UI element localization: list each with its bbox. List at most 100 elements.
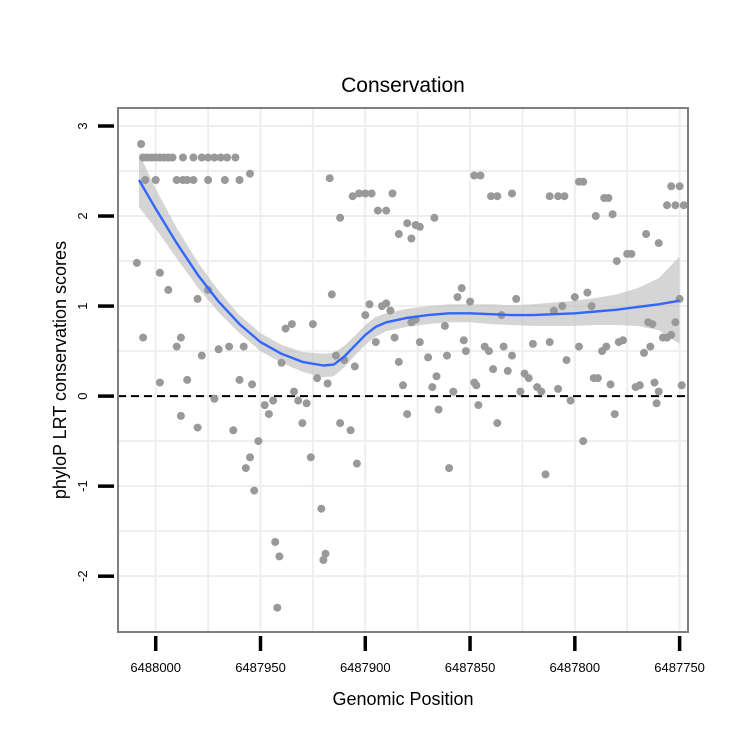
data-point	[197, 153, 206, 162]
data-point	[591, 212, 600, 220]
data-point	[350, 362, 359, 371]
data-point	[432, 372, 441, 381]
data-point	[560, 192, 569, 201]
data-point	[640, 348, 648, 357]
data-point	[503, 366, 512, 375]
data-point	[235, 375, 244, 384]
data-point	[216, 153, 225, 162]
data-point	[604, 194, 613, 202]
data-point	[667, 182, 676, 191]
data-point	[290, 387, 298, 396]
data-point	[260, 401, 269, 410]
data-point	[204, 176, 213, 184]
data-point	[399, 381, 407, 390]
data-point	[388, 189, 397, 198]
y-axis-title: phyloP LRT conservation scores	[50, 241, 70, 499]
data-point	[537, 387, 546, 396]
data-point	[336, 419, 345, 428]
data-point	[321, 549, 330, 558]
data-point	[155, 378, 164, 387]
data-point	[663, 201, 671, 210]
data-point	[246, 453, 254, 462]
data-point	[183, 176, 192, 184]
data-point	[487, 192, 495, 201]
data-point	[352, 459, 361, 468]
y-tick-label: 1	[75, 302, 90, 309]
data-point	[566, 396, 575, 405]
data-point	[652, 399, 661, 408]
data-point	[549, 306, 558, 315]
data-point	[461, 347, 470, 356]
data-point	[193, 294, 202, 303]
x-tick-label: 6487900	[340, 660, 391, 675]
data-point	[210, 153, 219, 162]
data-point	[287, 320, 296, 329]
data-point	[493, 419, 502, 428]
data-point	[390, 333, 399, 342]
data-point	[474, 401, 483, 410]
data-point	[562, 356, 571, 365]
x-tick-label: 6487750	[654, 660, 705, 675]
data-point	[593, 374, 602, 383]
data-point	[558, 302, 567, 311]
data-point	[612, 257, 621, 266]
data-point	[606, 380, 615, 389]
data-point	[132, 258, 141, 267]
data-point	[254, 437, 263, 446]
data-point	[394, 230, 403, 238]
data-point	[269, 396, 278, 405]
data-point	[241, 464, 250, 473]
data-point	[246, 169, 254, 178]
data-point	[336, 213, 345, 222]
data-point	[382, 299, 391, 308]
y-tick-label: 0	[75, 392, 90, 399]
data-point	[355, 189, 363, 198]
data-point	[155, 268, 164, 277]
data-point	[327, 290, 336, 299]
data-point	[231, 153, 240, 162]
data-point	[610, 410, 619, 419]
data-point	[294, 396, 303, 405]
data-point	[382, 206, 391, 215]
data-point	[545, 338, 554, 347]
axes: -2 -1 0 1 2 3 6488000 6487950 6487900 6487850 6487…	[75, 122, 705, 675]
data-point	[183, 375, 192, 384]
data-point	[635, 381, 644, 390]
data-point	[541, 470, 550, 479]
data-point	[489, 365, 498, 374]
data-point	[172, 342, 181, 351]
data-point	[459, 336, 468, 345]
data-point	[646, 342, 655, 351]
data-point	[137, 140, 146, 148]
data-point	[193, 423, 202, 432]
data-point	[348, 192, 357, 201]
data-point	[394, 357, 403, 366]
data-point	[619, 336, 627, 345]
data-point	[264, 410, 273, 419]
data-point	[508, 351, 516, 360]
data-point	[386, 306, 395, 315]
x-axis-title: Genomic Position	[332, 689, 473, 709]
data-point	[675, 182, 684, 191]
data-point	[470, 171, 479, 180]
data-point	[239, 342, 248, 351]
x-tick-label: 6487950	[235, 660, 286, 675]
data-point	[229, 426, 238, 435]
data-point	[331, 351, 340, 360]
data-point	[472, 381, 481, 390]
data-point	[602, 342, 611, 351]
data-point	[308, 320, 317, 329]
data-point	[466, 297, 475, 306]
data-point	[275, 552, 284, 561]
data-point	[440, 321, 449, 330]
data-point	[235, 176, 244, 184]
x-tick-label: 6488000	[130, 660, 181, 675]
data-point	[371, 338, 380, 347]
data-point	[493, 192, 502, 201]
chart-title: Conservation	[341, 74, 465, 97]
x-tick-label: 6487850	[445, 660, 496, 675]
y-tick-label: 2	[75, 212, 90, 219]
panel-border	[117, 107, 689, 633]
data-point	[325, 174, 334, 183]
data-point	[434, 405, 443, 414]
